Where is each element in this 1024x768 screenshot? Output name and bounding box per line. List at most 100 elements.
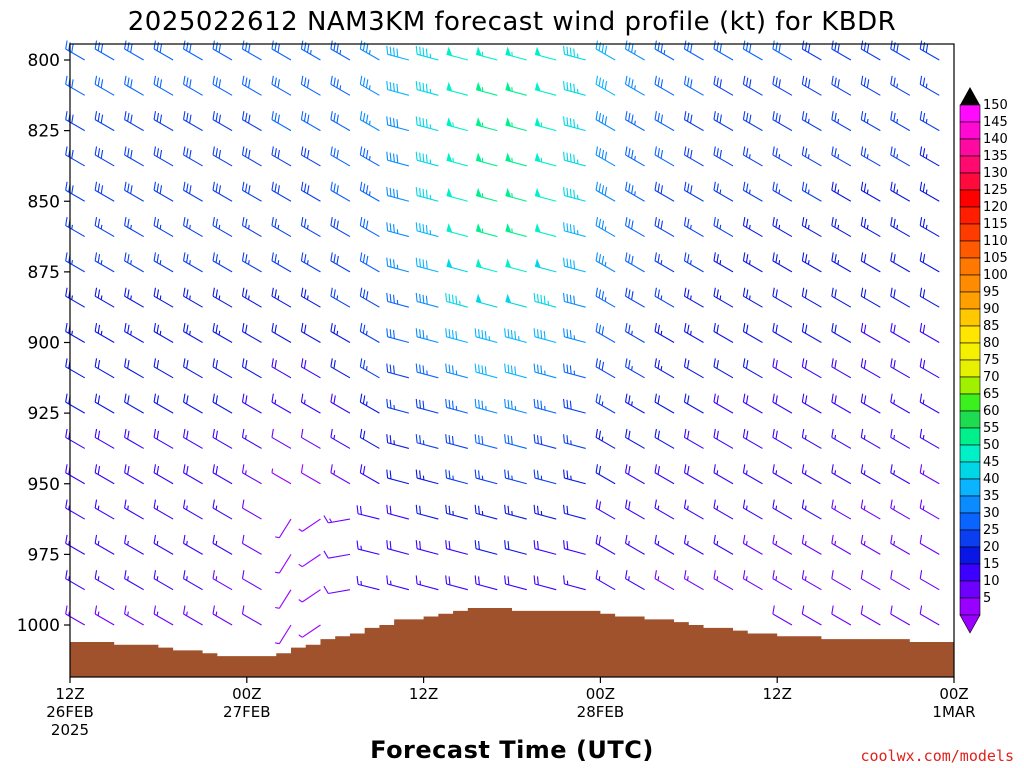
barb-half-flag xyxy=(719,189,722,194)
barb-flag xyxy=(241,358,245,367)
barb-flag xyxy=(716,324,719,334)
barb-shaft xyxy=(890,295,911,308)
barb-shaft xyxy=(153,401,174,414)
barb-half-flag xyxy=(922,399,925,404)
barb-shaft xyxy=(713,507,734,520)
wind-barb xyxy=(124,464,144,485)
barb-shaft xyxy=(242,295,262,308)
barb-flag xyxy=(660,43,664,53)
barb-flag xyxy=(94,287,98,297)
wind-barb xyxy=(742,252,763,273)
barb-flag xyxy=(333,254,336,263)
wind-barb xyxy=(683,111,704,132)
barb-flag xyxy=(186,218,189,228)
barb-shaft xyxy=(919,331,940,343)
plot-background xyxy=(70,44,954,677)
wind-barb xyxy=(504,363,527,379)
barb-flag xyxy=(533,504,536,514)
wind-barb xyxy=(860,322,881,343)
barb-flag xyxy=(100,185,104,194)
barb-half-flag xyxy=(748,154,751,159)
barb-flag xyxy=(419,117,422,126)
barb-flag xyxy=(478,435,480,444)
barb-flag xyxy=(124,252,127,261)
wind-barb xyxy=(153,428,174,449)
barb-flag xyxy=(478,541,480,550)
barb-flag xyxy=(212,252,215,261)
wind-barb xyxy=(772,40,793,61)
barb-pennant xyxy=(534,46,541,56)
barb-shaft xyxy=(416,512,439,520)
wind-barb xyxy=(359,111,380,132)
barb-flag xyxy=(601,43,605,53)
barb-flag xyxy=(333,324,336,334)
barb-flag xyxy=(153,464,157,473)
barb-flag xyxy=(533,575,536,585)
barb-shaft xyxy=(65,613,86,626)
barb-flag xyxy=(212,464,215,473)
barb-flag xyxy=(330,146,333,156)
barb-flag xyxy=(448,293,451,303)
colorbar-band xyxy=(959,410,981,429)
wind-barb xyxy=(153,111,174,132)
barb-flag xyxy=(218,185,222,194)
barb-flag xyxy=(625,217,628,226)
barb-flag xyxy=(772,181,775,191)
barb-shaft xyxy=(505,53,527,61)
barb-flag xyxy=(389,187,392,197)
wind-barb xyxy=(772,393,793,414)
barb-flag xyxy=(94,605,98,615)
barb-half-flag xyxy=(660,330,663,336)
barb-half-flag xyxy=(866,154,869,159)
barb-flag xyxy=(244,218,248,228)
barb-flag xyxy=(306,149,310,159)
barb-shaft xyxy=(684,331,704,343)
barb-half-flag xyxy=(748,295,751,300)
barb-shaft xyxy=(684,436,704,449)
barb-flag xyxy=(127,324,130,334)
barb-flag xyxy=(919,428,923,438)
x-tick-label: 27FEB xyxy=(223,703,270,721)
barb-flag xyxy=(422,188,425,198)
barb-half-flag xyxy=(634,49,636,55)
barb-flag xyxy=(601,291,605,300)
colorbar-band xyxy=(959,138,981,157)
barb-flag xyxy=(563,540,565,549)
barb-flag xyxy=(563,469,565,479)
barb-flag xyxy=(94,217,98,226)
barb-flag xyxy=(484,366,487,375)
barb-shaft xyxy=(183,189,203,202)
barb-shaft xyxy=(890,189,911,202)
barb-flag xyxy=(713,252,716,261)
barb-flag xyxy=(362,360,366,369)
wind-barb xyxy=(65,570,86,591)
barb-half-flag xyxy=(298,563,303,568)
barb-flag xyxy=(893,183,896,193)
barb-shaft xyxy=(212,436,233,449)
barb-flag xyxy=(419,293,422,303)
barb-flag xyxy=(569,153,572,163)
barb-shaft xyxy=(242,260,262,273)
barb-shaft xyxy=(330,436,351,449)
barb-flag xyxy=(396,48,399,58)
barb-shaft xyxy=(183,472,203,485)
barb-flag xyxy=(241,428,245,438)
wind-barb xyxy=(654,499,675,520)
colorbar-label: 30 xyxy=(983,506,1000,521)
barb-flag xyxy=(598,395,602,404)
wind-barb xyxy=(654,146,675,167)
barb-shaft xyxy=(861,119,881,132)
barb-flag xyxy=(595,499,599,509)
barb-flag xyxy=(451,400,454,410)
barb-flag xyxy=(359,464,363,473)
barb-shaft xyxy=(772,119,793,132)
barb-flag xyxy=(65,570,68,579)
colorbar-label: 120 xyxy=(983,200,1008,215)
barb-shaft xyxy=(387,53,410,61)
barb-shaft xyxy=(772,401,793,414)
wind-barb xyxy=(890,111,911,132)
barb-flag xyxy=(922,218,926,228)
barb-flag xyxy=(598,148,602,157)
barb-shaft xyxy=(212,189,233,202)
wind-barb xyxy=(183,40,203,61)
